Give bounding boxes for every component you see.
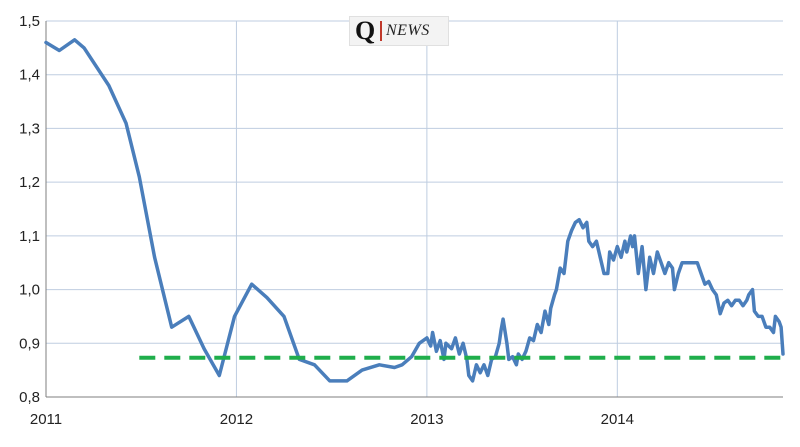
x-tick-label: 2014 <box>601 411 634 428</box>
series-lines <box>44 38 785 383</box>
x-tick-label: 2011 <box>30 411 62 428</box>
y-axis-tick-labels: 0,8 0,9 1,0 1,1 1,2 1,3 1,4 1,5 <box>19 13 40 406</box>
logo-divider <box>380 21 382 41</box>
y-tick-label: 1,3 <box>19 120 40 137</box>
logo-text: NEWS <box>386 22 430 39</box>
axes <box>45 21 783 398</box>
y-tick-label: 1,4 <box>19 67 40 84</box>
x-tick-label: 2012 <box>220 411 253 428</box>
y-tick-label: 1,0 <box>19 282 40 299</box>
x-tick-label: 2013 <box>410 411 443 428</box>
x-axis-tick-labels: 2011 2012 2013 2014 <box>30 411 634 428</box>
series-line <box>44 38 785 383</box>
y-tick-label: 0,9 <box>19 335 40 352</box>
y-tick-label: 1,1 <box>19 228 40 245</box>
y-tick-label: 0,8 <box>19 389 40 406</box>
logo-letter: Q <box>355 16 376 45</box>
y-tick-label: 1,2 <box>19 174 40 191</box>
y-tick-label: 1,5 <box>19 13 40 30</box>
qnews-logo: Q NEWS <box>349 16 449 46</box>
gridlines <box>46 20 783 397</box>
